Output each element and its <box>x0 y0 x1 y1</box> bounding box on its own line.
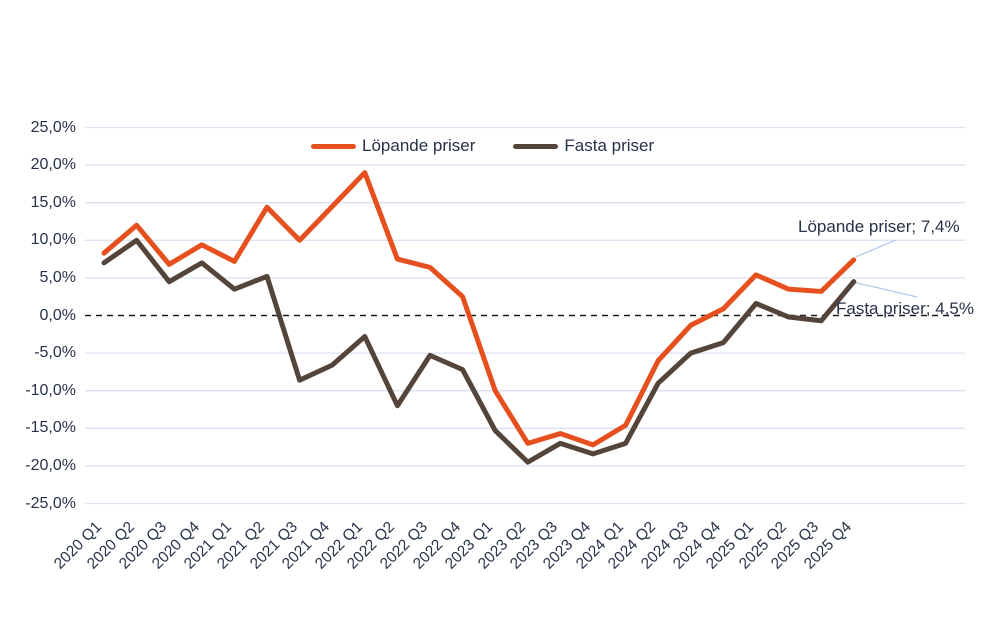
leader-line-lopande <box>855 239 897 258</box>
annotation-lopande-priser-last-value: Löpande priser; 7,4% <box>798 217 960 236</box>
y-tick-label: 25,0% <box>30 118 76 136</box>
y-tick-label: 5,0% <box>39 268 76 286</box>
y-tick-label: 20,0% <box>30 156 76 174</box>
legend-item-fasta-priser: Fasta priser <box>513 136 654 156</box>
y-tick-label: -25,0% <box>25 494 76 512</box>
legend-item-lopande-priser: Löpande priser <box>311 136 475 156</box>
legend-label-lopande: Löpande priser <box>362 136 476 155</box>
y-tick-label: -20,0% <box>25 456 76 474</box>
legend-label-fasta: Fasta priser <box>564 136 655 155</box>
y-tick-label: -10,0% <box>25 381 76 399</box>
legend-line-swatch-fasta <box>513 143 559 149</box>
legend-line-swatch-lopande <box>311 143 356 149</box>
chart-legend: Löpande priser Fasta priser <box>311 136 654 156</box>
y-tick-label: -15,0% <box>25 419 76 437</box>
leader-line-fasta <box>855 282 918 298</box>
y-tick-label: -5,0% <box>34 344 76 362</box>
y-tick-label: 10,0% <box>30 231 76 249</box>
series-line-lopande-priser <box>101 170 857 448</box>
series-line-fasta-priser <box>101 237 857 465</box>
annotation-fasta-priser-last-value: Fasta priser; 4,5% <box>836 299 974 318</box>
y-tick-label: 0,0% <box>39 306 76 324</box>
y-tick-label: 15,0% <box>30 193 76 211</box>
